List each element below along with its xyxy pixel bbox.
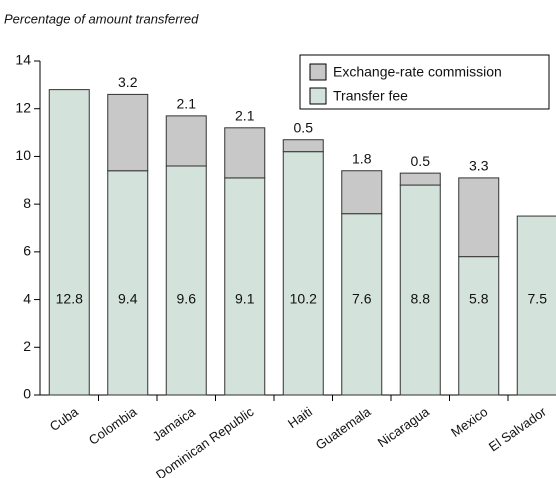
x-tick-label: Guatemala (313, 404, 374, 453)
value-label: 8.8 (411, 290, 431, 306)
chart-title: Percentage of amount transferred (4, 11, 199, 26)
legend-label: Exchange-rate commission (333, 64, 502, 80)
legend-box (299, 54, 550, 110)
value-label: 9.4 (118, 290, 138, 306)
value-label: 5.8 (469, 290, 489, 306)
y-tick-label: 2 (23, 338, 31, 354)
y-tick-label: 0 (23, 386, 31, 402)
x-tick-label: Dominican Republic (153, 404, 257, 478)
bar-segment (282, 139, 324, 153)
x-tick-label: El Salvador (486, 404, 550, 455)
bar-segment (282, 151, 324, 396)
value-label: 1.8 (352, 150, 372, 166)
bar-segment (107, 93, 149, 172)
bar-segment (341, 170, 383, 215)
legend-swatch (309, 63, 327, 81)
x-tick-label: Colombia (86, 404, 140, 448)
value-label: 9.1 (235, 290, 255, 306)
value-label: 9.6 (177, 290, 197, 306)
x-tick-label: Jamaica (150, 404, 199, 444)
y-tick-label: 6 (23, 243, 31, 259)
x-tick-label: Haiti (285, 404, 315, 431)
value-label: 2.1 (177, 96, 197, 112)
y-tick-label: 14 (15, 52, 31, 68)
value-label: 0.5 (294, 119, 314, 135)
y-tick-label: 8 (23, 195, 31, 211)
bar-segment (48, 89, 90, 396)
legend-swatch (309, 87, 327, 105)
value-label: 7.6 (352, 290, 372, 306)
value-label: 2.1 (235, 108, 255, 124)
bar-segment (458, 177, 500, 258)
y-tick-label: 4 (23, 290, 31, 306)
value-label: 3.2 (118, 74, 138, 90)
y-tick-label: 10 (15, 147, 31, 163)
bar-segment (107, 170, 149, 396)
bar-segment (165, 165, 207, 396)
bar-segment (224, 177, 266, 396)
bar-segment (516, 215, 556, 396)
bar-segment (165, 115, 207, 167)
x-tick-label: Nicaragua (375, 404, 433, 451)
bar-segment (224, 127, 266, 179)
value-label: 12.8 (56, 290, 83, 306)
value-label: 7.5 (528, 290, 548, 306)
x-tick-label: Cuba (47, 404, 82, 435)
bar-segment (458, 256, 500, 396)
bar-segment (399, 172, 441, 186)
y-tick-label: 12 (15, 99, 31, 115)
legend-label: Transfer fee (333, 88, 408, 104)
value-label: 3.3 (469, 158, 489, 174)
x-tick-label: Mexico (448, 404, 490, 440)
value-label: 0.5 (411, 153, 431, 169)
value-label: 10.2 (290, 290, 317, 306)
